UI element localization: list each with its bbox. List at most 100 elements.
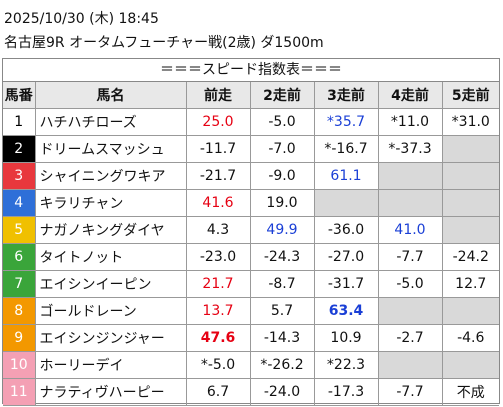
table-body: 1 ハチハチローズ 25.0 -5.0 *35.7 *11.0 *31.0 2 ドリームスマッシ… [3,108,499,406]
horse-name: ホーリーデイ [34,351,187,379]
horse-name: ナガノキングダイヤ [34,216,187,244]
score-cell: -4.6 [441,324,499,352]
horse-number: 11 [3,378,36,406]
score-cell: 19.0 [249,189,315,217]
column-header: 5走前 [441,82,499,109]
horse-number: 5 [3,216,36,244]
score-cell: -24.0 [249,378,315,406]
score-cell: *22.3 [313,351,379,379]
column-header: 3走前 [313,82,379,109]
empty-cell [441,189,499,217]
horse-number: 4 [3,189,36,217]
horse-row: 10 ホーリーデイ *-5.0 *-26.2 *22.3 [3,351,499,379]
score-cell: -36.0 [313,216,379,244]
score-cell: 21.7 [185,270,251,298]
score-cell: -24.2 [441,243,499,271]
datetime: 2025/10/30 (木) 18:45 [4,11,159,27]
score-cell: -17.3 [313,378,379,406]
horse-row: 7 エイシンイーピン 21.7 -8.7 -31.7 -5.0 12.7 [3,270,499,298]
empty-cell [441,162,499,190]
horse-row: 9 エイシンジンジャー 47.6 -14.3 10.9 -2.7 -4.6 [3,324,499,352]
horse-name: タイトノット [34,243,187,271]
score-cell: 不成 [441,378,499,406]
horse-name: エイシンジンジャー [34,324,187,352]
horse-row: 5 ナガノキングダイヤ 4.3 49.9 -36.0 41.0 [3,216,499,244]
score-cell: 12.7 [441,270,499,298]
empty-cell [313,189,379,217]
speed-table-panel: ＝＝＝スピード指数表＝＝＝ 馬番 馬名 前走 2走前 3走前 4走前 5走前 1 ハチハチロー… [2,58,500,406]
header-row: 馬番 馬名 前走 2走前 3走前 4走前 5走前 [3,82,499,109]
score-cell: -11.7 [185,135,251,163]
horse-row: 3 シャイニングワキア -21.7 -9.0 61.1 [3,162,499,190]
score-cell: 4.3 [185,216,251,244]
horse-name: ナラティヴハーピー [34,378,187,406]
score-cell: -7.0 [249,135,315,163]
race-info: 名古屋9R オータムフューチャー戦(2歳) ダ1500m [4,35,324,51]
horse-number: 8 [3,297,36,325]
score-cell: -9.0 [249,162,315,190]
column-header: 2走前 [249,82,315,109]
score-cell: -5.0 [377,270,443,298]
score-cell: -23.0 [185,243,251,271]
score-cell: -2.7 [377,324,443,352]
score-cell: -24.3 [249,243,315,271]
horse-number: 10 [3,351,36,379]
horse-row: 2 ドリームスマッシュ -11.7 -7.0 *-16.7 *-37.3 [3,135,499,163]
column-header: 馬名 [34,82,187,109]
horse-name: ゴールドレーン [34,297,187,325]
score-cell: -8.7 [249,270,315,298]
score-cell: 25.0 [185,108,251,136]
speed-table: 馬番 馬名 前走 2走前 3走前 4走前 5走前 1 ハチハチローズ 25.0 -5.0 *35.7… [3,82,499,406]
horse-row: 1 ハチハチローズ 25.0 -5.0 *35.7 *11.0 *31.0 [3,108,499,136]
horse-number: 2 [3,135,36,163]
score-cell: 6.7 [185,378,251,406]
score-cell: 10.9 [313,324,379,352]
empty-cell [377,351,443,379]
score-cell: *-5.0 [185,351,251,379]
score-cell: *31.0 [441,108,499,136]
horse-name: エイシンイーピン [34,270,187,298]
score-cell: 13.7 [185,297,251,325]
horse-number: 9 [3,324,36,352]
table-title: ＝＝＝スピード指数表＝＝＝ [3,59,499,82]
horse-name: ハチハチローズ [34,108,187,136]
column-header: 4走前 [377,82,443,109]
horse-row: 11 ナラティヴハーピー 6.7 -24.0 -17.3 -7.7 不成 [3,378,499,406]
score-cell: -7.7 [377,378,443,406]
score-cell: 47.6 [185,324,251,352]
empty-cell [377,162,443,190]
score-cell: 61.1 [313,162,379,190]
score-cell: -14.3 [249,324,315,352]
horse-number: 3 [3,162,36,190]
score-cell: 5.7 [249,297,315,325]
score-cell: 41.6 [185,189,251,217]
score-cell: *-37.3 [377,135,443,163]
column-header: 前走 [185,82,251,109]
horse-name: キラリチャン [34,189,187,217]
score-cell: -31.7 [313,270,379,298]
empty-cell [377,189,443,217]
horse-number: 1 [3,108,36,136]
score-cell: *-16.7 [313,135,379,163]
horse-name: ドリームスマッシュ [34,135,187,163]
empty-cell [441,216,499,244]
column-header: 馬番 [3,82,36,109]
horse-row: 8 ゴールドレーン 13.7 5.7 63.4 [3,297,499,325]
score-cell: 63.4 [313,297,379,325]
score-cell: *-26.2 [249,351,315,379]
score-cell: 41.0 [377,216,443,244]
empty-cell [441,135,499,163]
empty-cell [441,297,499,325]
horse-row: 4 キラリチャン 41.6 19.0 [3,189,499,217]
score-cell: *11.0 [377,108,443,136]
empty-cell [377,297,443,325]
score-cell: -5.0 [249,108,315,136]
score-cell: *35.7 [313,108,379,136]
horse-number: 7 [3,270,36,298]
score-cell: -7.7 [377,243,443,271]
horse-name: シャイニングワキア [34,162,187,190]
horse-number: 6 [3,243,36,271]
score-cell: -27.0 [313,243,379,271]
score-cell: -21.7 [185,162,251,190]
